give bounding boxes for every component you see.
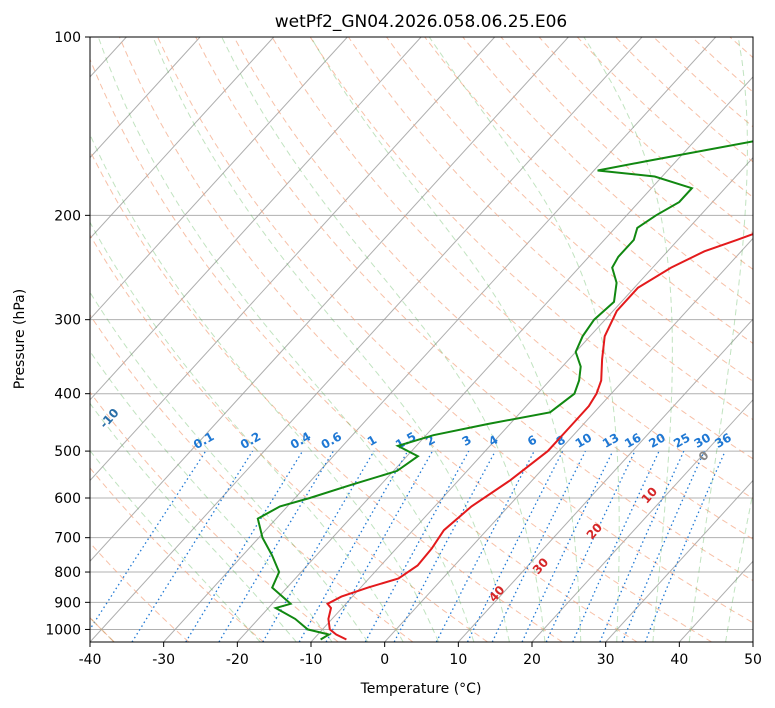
isotherm-line [163,37,717,642]
mixing-ratio-line [466,450,564,642]
dry-adiabat-line [90,149,563,642]
dry-adiabat-line [90,58,638,642]
mixing-ratio-line [131,450,254,642]
x-tick-label: 40 [670,652,688,668]
y-tick-label: 300 [54,313,81,329]
isotherm-line [90,37,422,401]
dewpoint-profile-line [256,140,753,641]
moist-adiabat-line [90,221,404,642]
y-tick-label: 900 [54,595,81,611]
isotherm-line [90,37,643,642]
dry-adiabat-line [118,37,712,642]
mixing-ratio-line [185,450,304,642]
x-tick-label: 10 [449,652,467,668]
y-tick-label: 100 [54,30,81,46]
isotherm-line [90,37,569,563]
moist-adiabat-line [688,37,748,642]
mixing-ratio-line [90,450,207,631]
x-tick-label: -20 [226,652,249,668]
x-axis-label: Temperature (°C) [360,681,482,697]
mixing-ratio-line [393,450,496,642]
temperature-profile-line [325,232,753,641]
x-tick-label: 20 [523,652,541,668]
y-tick-label: 1000 [45,622,81,638]
x-tick-label: 50 [744,652,762,668]
mixing-ratio-line [262,450,375,642]
x-tick-label: 0 [380,652,389,668]
isotherm-line [605,479,753,642]
y-tick-label: 700 [54,531,81,547]
dry-adiabat-line [386,37,753,382]
moist-adiabat-line [583,37,673,642]
dry-adiabat-line [271,37,753,500]
mixing-ratio-line [521,450,614,642]
isotherm-line [384,237,753,642]
isotherm-line [90,37,275,240]
isotherm-line [90,37,496,482]
mixing-ratio-line [218,450,334,642]
dry-adiabat-line [347,37,753,421]
dry-adiabat-line [233,37,753,540]
dry-adiabat-line [90,542,190,642]
moist-adiabat-line [97,37,475,642]
isotherm-line [90,37,348,320]
isotherm-line [531,399,753,642]
moist-adiabat-line [90,291,369,642]
y-tick-label: 600 [54,491,81,507]
moist-adiabat-line [90,402,297,642]
isotherm-line [457,318,753,642]
moist-adiabat-line [725,490,753,642]
dry-adiabat-line [90,467,264,642]
x-tick-label: -40 [79,652,102,668]
y-tick-label: 400 [54,387,81,403]
y-axis-label: Pressure (hPa) [12,289,28,389]
dry-adiabat-line [90,234,488,642]
plot-frame [89,36,754,643]
mixing-ratio-line [491,450,586,642]
dry-adiabat-line [157,37,753,624]
mixing-ratio-line [545,450,636,642]
y-tick-label: 500 [54,444,81,460]
x-tick-label: -30 [152,652,175,668]
y-tick-label: 200 [54,208,81,224]
y-tick-label: 800 [54,565,81,581]
x-tick-label: -10 [300,652,323,668]
moist-adiabat-line [90,350,333,642]
moist-adiabat-line [221,37,546,642]
moist-adiabat-line [152,37,510,642]
x-tick-label: 30 [597,652,615,668]
isotherm-line [236,76,753,642]
chart-title: wetPf2_GN04.2026.058.06.25.E06 [275,12,567,32]
mixing-ratio-line [364,450,470,642]
isotherm-line [90,37,201,159]
dry-adiabat-line [309,37,753,460]
dry-adiabat-line [195,37,753,582]
